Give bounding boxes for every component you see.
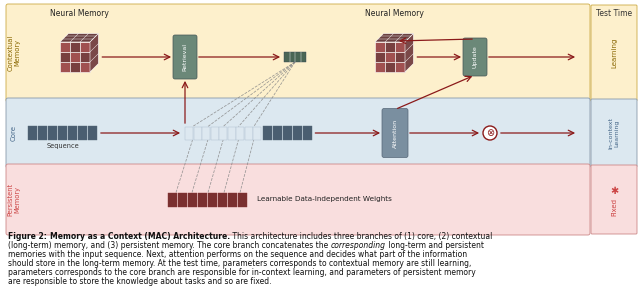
Text: Core: Core [11,125,17,141]
Text: Test Time: Test Time [596,9,632,18]
Text: Update: Update [472,46,477,68]
Polygon shape [375,52,385,62]
Polygon shape [395,62,405,72]
Text: memories with the input sequence. Next, attention performs on the sequence and d: memories with the input sequence. Next, … [8,250,467,259]
FancyBboxPatch shape [48,126,57,140]
FancyBboxPatch shape [78,126,87,140]
Polygon shape [375,42,385,52]
Polygon shape [395,52,405,62]
FancyBboxPatch shape [178,192,187,206]
Polygon shape [80,52,90,62]
Text: Sequence: Sequence [47,143,79,149]
FancyBboxPatch shape [591,5,637,101]
Polygon shape [90,34,99,72]
Text: long-term and persistent: long-term and persistent [386,241,484,250]
Polygon shape [70,52,80,62]
FancyBboxPatch shape [198,192,207,206]
Polygon shape [375,62,385,72]
FancyBboxPatch shape [188,192,197,206]
FancyBboxPatch shape [68,126,77,140]
FancyBboxPatch shape [282,126,291,140]
Polygon shape [70,62,80,72]
Text: parameters corresponds to the core branch are responsible for in-context learnin: parameters corresponds to the core branc… [8,268,476,277]
Polygon shape [60,52,70,62]
Text: Neural Memory: Neural Memory [365,9,424,18]
Text: Learning: Learning [611,38,617,68]
FancyBboxPatch shape [284,52,306,62]
FancyBboxPatch shape [238,192,247,206]
Text: Persistent
Memory: Persistent Memory [7,183,20,216]
FancyBboxPatch shape [227,126,236,139]
Polygon shape [60,34,99,42]
FancyBboxPatch shape [202,126,210,139]
FancyBboxPatch shape [244,126,253,139]
Text: are responsible to store the knowledge about tasks and so are fixed.: are responsible to store the knowledge a… [8,277,271,286]
Text: Figure 2:: Figure 2: [8,232,49,241]
FancyBboxPatch shape [463,38,487,76]
Polygon shape [385,42,395,52]
Text: This architecture includes three branches of (1) core, (2) contextual: This architecture includes three branche… [230,232,492,241]
Text: Neural Memory: Neural Memory [49,9,108,18]
FancyBboxPatch shape [218,192,227,206]
FancyBboxPatch shape [292,126,301,140]
FancyBboxPatch shape [591,99,637,167]
Polygon shape [385,62,395,72]
Circle shape [483,126,497,140]
Polygon shape [80,42,90,52]
Text: Contextual
Memory: Contextual Memory [7,35,20,71]
Polygon shape [375,34,413,42]
Text: Memory as a Context (MAC) Architecture.: Memory as a Context (MAC) Architecture. [49,232,230,241]
FancyBboxPatch shape [228,192,237,206]
FancyBboxPatch shape [58,126,67,140]
FancyBboxPatch shape [211,126,218,139]
Polygon shape [80,62,90,72]
Polygon shape [385,52,395,62]
FancyBboxPatch shape [262,126,271,140]
Text: Retrieval: Retrieval [182,43,188,71]
FancyBboxPatch shape [28,126,37,140]
Text: Fixed: Fixed [611,198,617,215]
Polygon shape [395,42,405,52]
FancyBboxPatch shape [273,126,282,140]
Polygon shape [70,42,80,52]
FancyBboxPatch shape [6,98,590,168]
Polygon shape [60,62,70,72]
FancyBboxPatch shape [303,126,312,140]
Text: should store in the long-term memory. At the test time, parameters corresponds t: should store in the long-term memory. At… [8,259,472,268]
FancyBboxPatch shape [193,126,202,139]
FancyBboxPatch shape [173,35,197,79]
Text: Learnable Data-Independent Weights: Learnable Data-Independent Weights [257,196,392,202]
FancyBboxPatch shape [88,126,97,140]
FancyBboxPatch shape [253,126,261,139]
FancyBboxPatch shape [208,192,217,206]
Text: Attention: Attention [392,118,397,147]
Text: In-context
Learning: In-context Learning [609,117,620,149]
FancyBboxPatch shape [236,126,244,139]
Polygon shape [60,42,70,52]
Text: (long-term) memory, and (3) persistent memory. The core branch concatenates the: (long-term) memory, and (3) persistent m… [8,241,331,250]
FancyBboxPatch shape [6,4,590,102]
Text: ⊗: ⊗ [486,128,494,138]
FancyBboxPatch shape [38,126,47,140]
FancyBboxPatch shape [168,192,177,206]
Text: ✱: ✱ [610,185,618,196]
FancyBboxPatch shape [185,126,193,139]
FancyBboxPatch shape [6,164,590,235]
FancyBboxPatch shape [591,165,637,234]
FancyBboxPatch shape [382,109,408,158]
Text: corresponding: corresponding [331,241,386,250]
Polygon shape [405,34,413,72]
FancyBboxPatch shape [219,126,227,139]
